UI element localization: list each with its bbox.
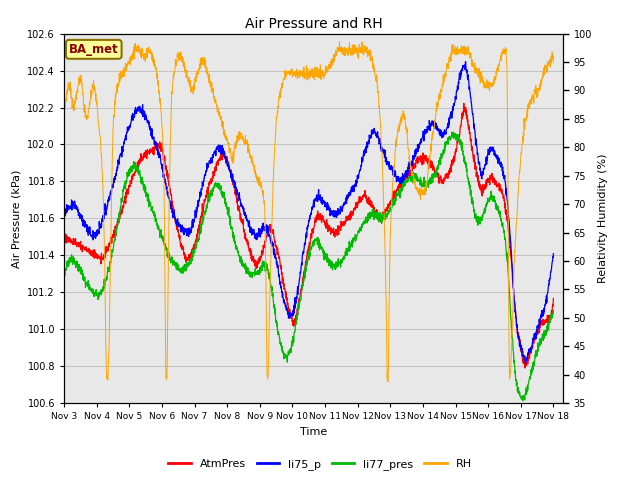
li77_pres: [519, 398, 527, 404]
Line: li75_p: li75_p: [64, 61, 554, 364]
AtmPres: [536, 322, 543, 328]
Line: AtmPres: AtmPres: [64, 103, 554, 368]
li75_p: [536, 319, 543, 325]
RH: [536, 88, 543, 94]
RH: [550, 60, 557, 66]
li77_pres: [298, 287, 306, 293]
AtmPres: [521, 365, 529, 371]
AtmPres: [550, 296, 557, 301]
X-axis label: Time: Time: [300, 427, 327, 437]
li75_p: [285, 309, 293, 314]
li77_pres: [536, 343, 543, 348]
AtmPres: [536, 330, 543, 336]
Y-axis label: Air Pressure (kPa): Air Pressure (kPa): [12, 169, 22, 267]
Text: BA_met: BA_met: [69, 43, 118, 56]
RH: [85, 105, 93, 111]
li77_pres: [450, 129, 458, 135]
RH: [335, 39, 343, 45]
Y-axis label: Relativity Humidity (%): Relativity Humidity (%): [598, 154, 607, 283]
RH: [285, 71, 293, 76]
li75_p: [445, 120, 453, 125]
AtmPres: [85, 247, 93, 253]
RH: [60, 110, 68, 116]
li75_p: [60, 211, 68, 216]
RH: [384, 379, 392, 384]
AtmPres: [445, 171, 453, 177]
li77_pres: [445, 133, 453, 139]
AtmPres: [460, 100, 468, 106]
li75_p: [522, 361, 529, 367]
li75_p: [298, 262, 306, 268]
li75_p: [536, 322, 543, 327]
li77_pres: [85, 284, 93, 290]
li77_pres: [60, 267, 68, 273]
Line: li77_pres: li77_pres: [64, 132, 554, 401]
Legend: AtmPres, li75_p, li77_pres, RH: AtmPres, li75_p, li77_pres, RH: [164, 455, 476, 474]
RH: [298, 72, 306, 78]
li75_p: [85, 231, 93, 237]
Title: Air Pressure and RH: Air Pressure and RH: [244, 17, 383, 31]
li77_pres: [285, 348, 293, 354]
AtmPres: [285, 310, 293, 316]
Line: RH: RH: [64, 42, 554, 382]
AtmPres: [60, 230, 68, 236]
RH: [536, 82, 543, 87]
AtmPres: [298, 283, 306, 289]
li75_p: [461, 59, 469, 64]
li75_p: [550, 251, 557, 257]
li77_pres: [550, 308, 557, 313]
RH: [446, 55, 454, 61]
li77_pres: [536, 343, 543, 349]
